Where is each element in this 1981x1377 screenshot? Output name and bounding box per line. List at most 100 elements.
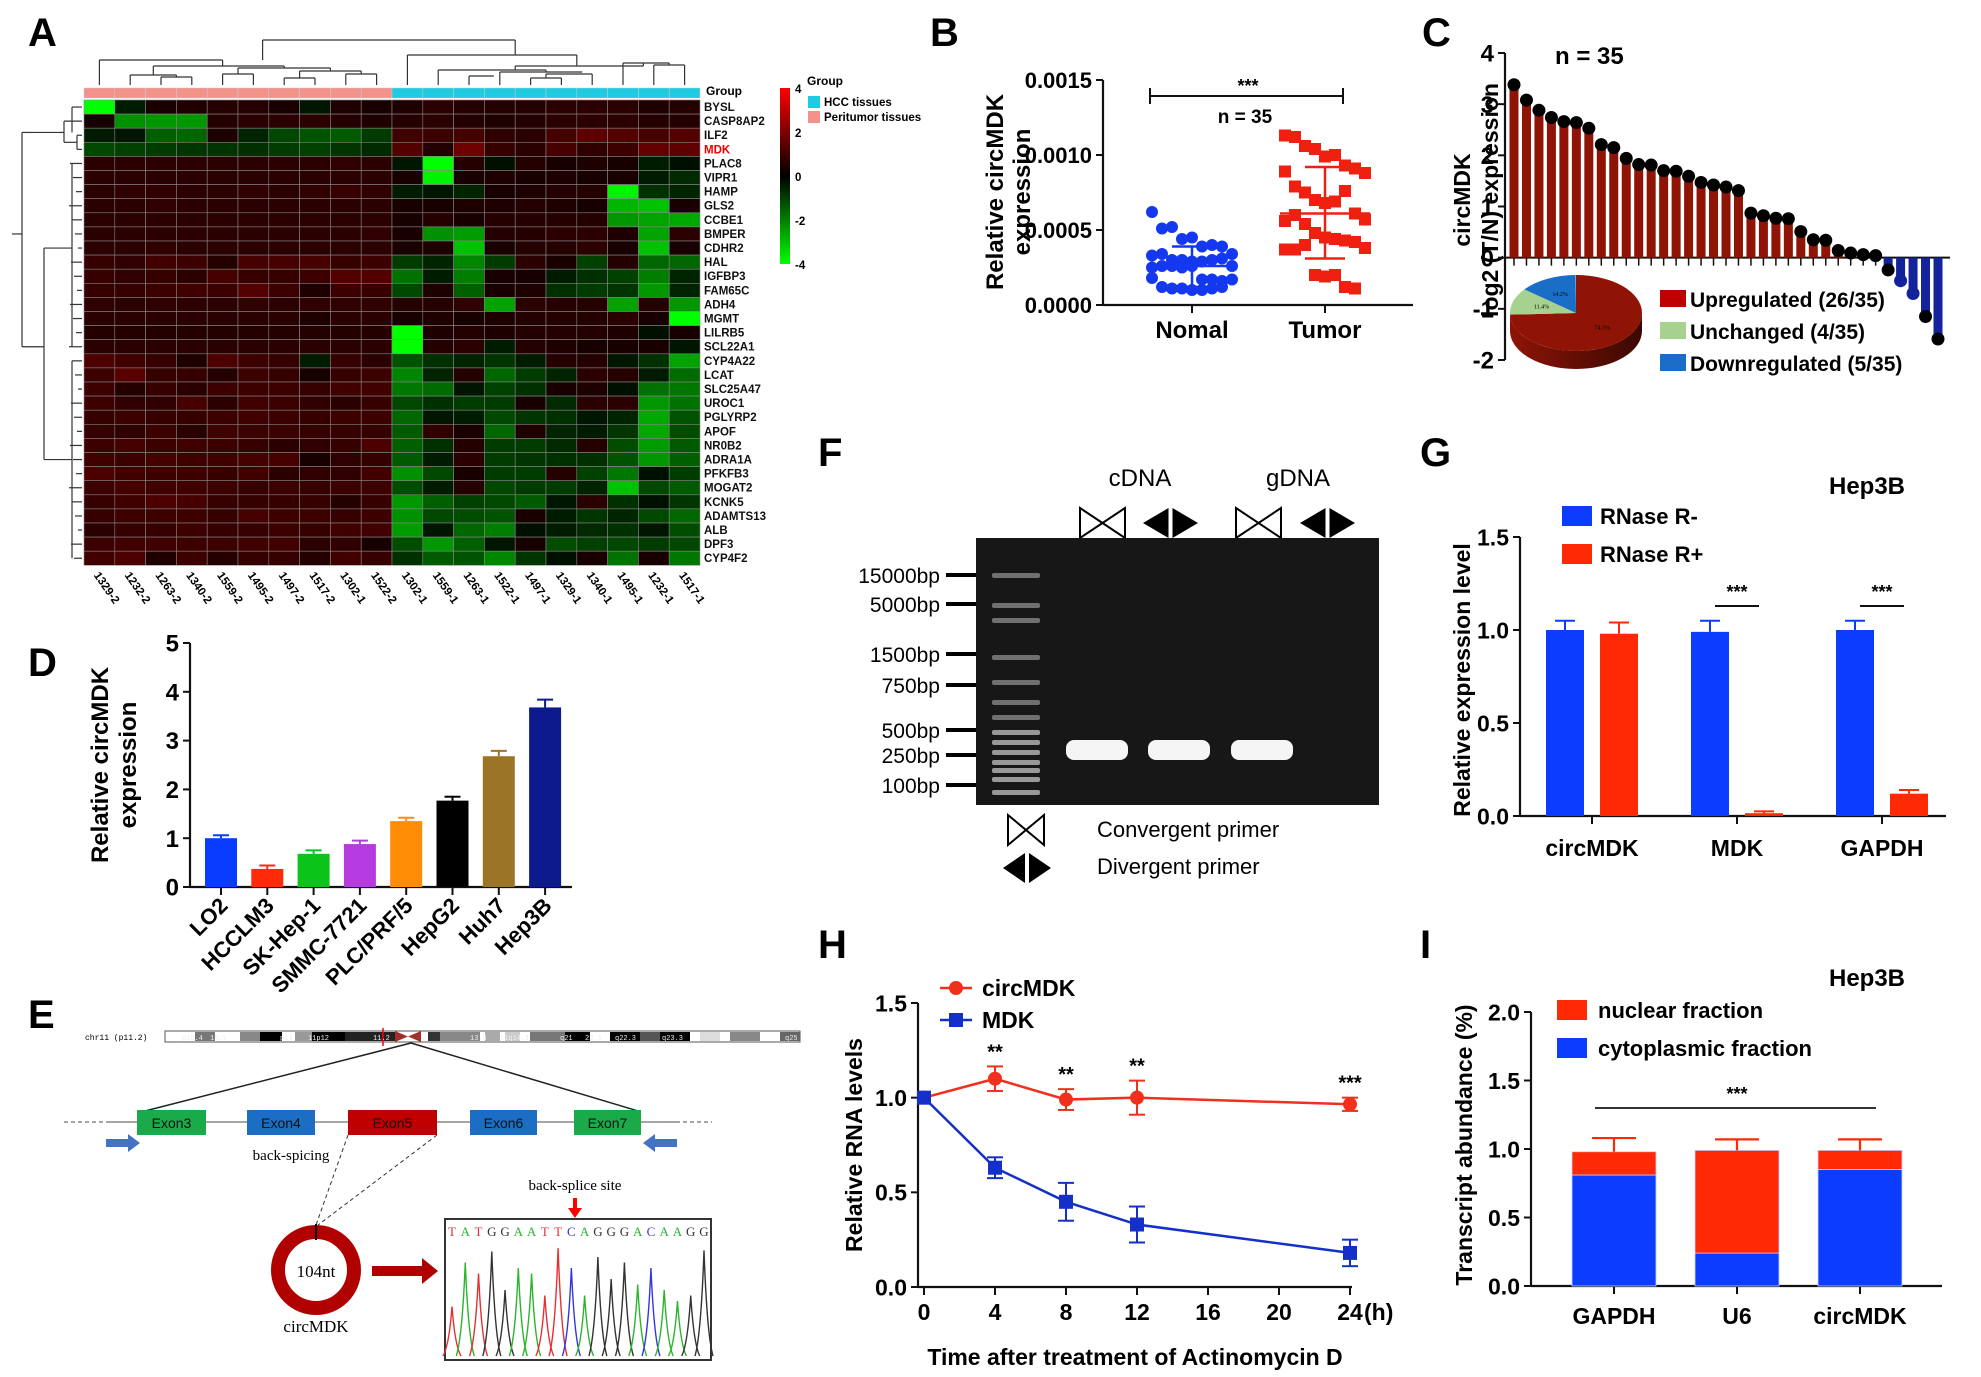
sequence-base: G (487, 1224, 496, 1239)
heatmap-cell (638, 395, 670, 411)
ladder-band (992, 730, 1040, 735)
colorbar-tick-label: 2 (795, 128, 801, 140)
heatmap-cell (391, 381, 424, 397)
heatmap-cell (237, 452, 270, 467)
panel-label-d: D (28, 641, 57, 685)
c-pie: 74.3% 11.4% 14.2% (1509, 275, 1643, 369)
heatmap-cell (299, 212, 331, 228)
heatmap-cell (668, 381, 701, 397)
heatmap-cell (330, 198, 362, 214)
i-legend-label: cytoplasmic fraction (1598, 1036, 1812, 1061)
heatmap-cell (145, 156, 177, 171)
ladder-band (992, 618, 1040, 623)
i-bar-segment (1694, 1252, 1780, 1287)
heatmap-row-label: GLS2 (704, 201, 734, 213)
heatmap-cell (638, 381, 670, 397)
heatmap-cell (391, 282, 424, 298)
chromosome-band (295, 1032, 312, 1041)
heatmap-cell (576, 156, 608, 171)
heatmap-column-label: 1329-2 (91, 570, 121, 606)
heatmap-cell (206, 282, 239, 298)
heatmap-cell (668, 480, 701, 496)
lane-group-cdna: cDNA (1109, 465, 1172, 492)
heatmap-cell (114, 268, 146, 284)
circmdk-label: circMDK (283, 1317, 349, 1336)
heatmap-cell (514, 127, 547, 143)
heatmap-column-label: 1232-2 (122, 570, 152, 606)
heatmap-cell (545, 170, 578, 185)
chromosome-band-label: p15.4 (182, 1035, 203, 1043)
h-x-tick-label: 8 (1060, 1299, 1073, 1325)
heatmap-cell (607, 381, 639, 397)
heatmap-cell (484, 536, 516, 552)
heatmap-cell (545, 367, 578, 383)
heatmap-cell (268, 226, 300, 242)
heatmap-cell (453, 452, 485, 467)
heatmap-cell (576, 297, 608, 312)
g-y-tick-label: 0.5 (1477, 710, 1509, 736)
panel-label-e: E (28, 993, 55, 1037)
heatmap-cell (330, 339, 362, 355)
heatmap-cell (422, 198, 454, 214)
heatmap-cell (299, 353, 331, 369)
h-point-circmdk (988, 1071, 1002, 1086)
b-point-nomal (1166, 282, 1178, 295)
heatmap-cell (422, 522, 454, 538)
b-point-tumor (1289, 180, 1301, 193)
group-bar-cell (638, 87, 670, 99)
size-marker-label: 500bp (882, 720, 940, 743)
heatmap-cell (145, 113, 177, 129)
heatmap-cell (145, 127, 177, 143)
heatmap-cell (576, 480, 608, 496)
heatmap-cell (176, 466, 208, 482)
heatmap-cell (206, 353, 239, 369)
heatmap-row-label: HAMP (704, 187, 738, 199)
heatmap-cell (638, 226, 670, 242)
sequence-base: C (647, 1224, 656, 1239)
heatmap-cell (453, 367, 485, 383)
heatmap-cell (360, 409, 393, 425)
heatmap-cell (545, 282, 578, 298)
sequence-base: A (527, 1224, 537, 1239)
heatmap-cell (514, 254, 547, 270)
heatmap-cell (330, 240, 362, 256)
heatmap-column-label: 1263-2 (153, 570, 183, 606)
heatmap-cell (391, 353, 424, 369)
heatmap-cell (206, 381, 239, 397)
heatmap-cell (330, 480, 362, 496)
heatmap-cell (268, 184, 300, 200)
heatmap-cell (422, 184, 454, 200)
b-point-tumor (1329, 195, 1341, 208)
heatmap-cell (330, 113, 362, 129)
heatmap-cell (268, 127, 300, 143)
heatmap-cell (83, 522, 116, 538)
pie-slice-label: 11.4% (1534, 305, 1549, 311)
chromosome-band (195, 1032, 215, 1041)
heatmap-cell (545, 142, 578, 157)
heatmap-cell (638, 536, 670, 552)
g-legend: RNase R- RNase R+ (1562, 504, 1703, 567)
ladder-band (992, 777, 1040, 782)
divergent-primer-icon (1172, 508, 1198, 538)
heatmap-cell (145, 395, 177, 411)
c-bar-dot (1781, 212, 1795, 226)
d-bar (343, 844, 376, 887)
heatmap-cell (607, 226, 639, 242)
heatmap-cell (484, 494, 516, 510)
heatmap-cell (638, 297, 670, 312)
chromosome-band (730, 1032, 760, 1041)
g-bar (1890, 793, 1928, 816)
chromosome-band (505, 1032, 520, 1041)
heatmap-cell (206, 480, 239, 496)
heatmap-cell (299, 198, 331, 214)
c-bar (1821, 240, 1831, 258)
panel-label-f: F (818, 431, 842, 475)
heatmap-cell (206, 297, 239, 312)
heatmap-cell (668, 297, 701, 312)
back-spicing-label: back-spicing (253, 1148, 330, 1164)
heatmap-cell (83, 339, 116, 355)
heatmap-cell (268, 367, 300, 383)
heatmap-cell (391, 395, 424, 411)
heatmap-cell (145, 142, 177, 157)
heatmap-cell (422, 480, 454, 496)
